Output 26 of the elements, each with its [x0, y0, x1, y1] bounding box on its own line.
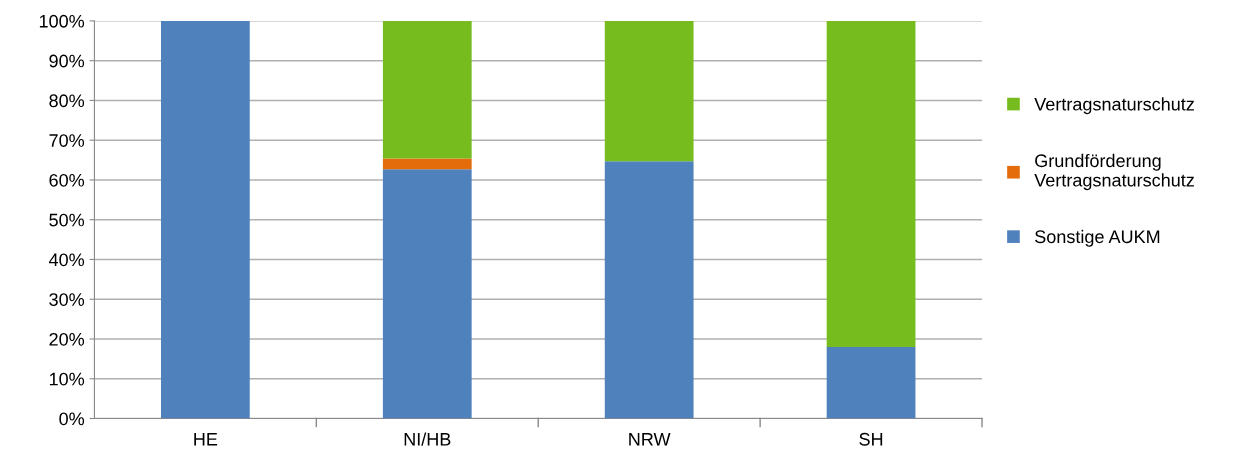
- x-tick-label: NI/HB: [404, 432, 451, 446]
- x-tick-label: NRW: [629, 433, 671, 446]
- bar: [382, 20, 472, 159]
- y-tick-label: 70%: [49, 134, 85, 147]
- y-tick-label: 30%: [49, 293, 85, 306]
- y-tick-label: 100%: [39, 14, 85, 28]
- bar: [160, 20, 250, 419]
- legend-label: Sonstige AUKM: [1035, 229, 1160, 247]
- y-tick-label: 80%: [49, 94, 85, 108]
- bar: [382, 169, 472, 419]
- y-tick-label: 20%: [49, 332, 85, 346]
- y-tick-label: 10%: [49, 372, 85, 386]
- bar: [826, 20, 916, 347]
- bar: [604, 20, 694, 162]
- bar: [382, 158, 472, 170]
- bar: [604, 161, 694, 419]
- y-tick-label: 50%: [49, 213, 85, 227]
- y-tick-label: 60%: [49, 173, 85, 187]
- y-tick-label: 0%: [59, 412, 85, 426]
- legend-label: Grundförderung Vertragsnaturschutz: [1034, 153, 1194, 191]
- x-tick-label: SH: [859, 432, 883, 446]
- x-tick-label: HE: [194, 433, 218, 446]
- y-tick-label: 40%: [48, 253, 85, 267]
- bar: [826, 346, 916, 419]
- legend-label: Vertragsnaturschutz: [1034, 97, 1194, 115]
- y-tick-label: 90%: [49, 54, 85, 68]
